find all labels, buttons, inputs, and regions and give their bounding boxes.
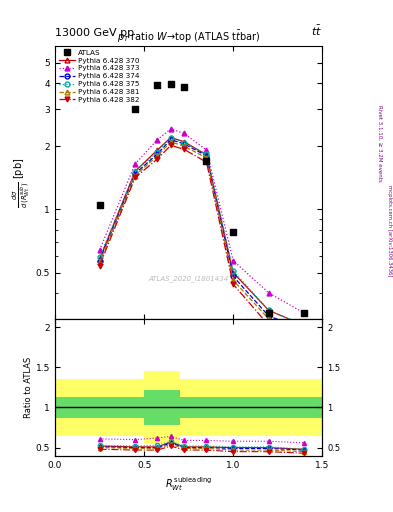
X-axis label: $R_{Wt}^{\,\mathrm{subleading}}$: $R_{Wt}^{\,\mathrm{subleading}}$ <box>165 475 212 493</box>
Point <box>301 309 308 317</box>
Point <box>230 228 236 236</box>
Point <box>203 157 209 165</box>
Point <box>132 105 138 113</box>
Text: mcplots.cern.ch [arXiv:1306.3436]: mcplots.cern.ch [arXiv:1306.3436] <box>387 185 391 276</box>
Point <box>154 81 161 90</box>
Text: 13000 GeV pp: 13000 GeV pp <box>55 28 134 38</box>
Point <box>96 201 103 209</box>
Y-axis label: $\frac{d\sigma}{d\,(R_{Wt}^{sub})}$ [pb]: $\frac{d\sigma}{d\,(R_{Wt}^{sub})}$ [pb] <box>10 157 31 208</box>
Point <box>181 82 187 91</box>
Point <box>168 80 174 88</box>
Point <box>266 309 272 317</box>
Text: Rivet 3.1.10, ≥ 3.2M events: Rivet 3.1.10, ≥ 3.2M events <box>377 105 382 182</box>
Y-axis label: Ratio to ATLAS: Ratio to ATLAS <box>24 357 33 418</box>
Text: ATLAS_2020_I1801434: ATLAS_2020_I1801434 <box>149 275 229 282</box>
Text: $t\bar{t}$: $t\bar{t}$ <box>311 24 322 38</box>
Legend: ATLAS, Pythia 6.428 370, Pythia 6.428 373, Pythia 6.428 374, Pythia 6.428 375, P: ATLAS, Pythia 6.428 370, Pythia 6.428 37… <box>57 48 141 104</box>
Title: $p_T$ ratio $W\!\rightarrow\!$top (ATLAS t$\bar{t}$bar): $p_T$ ratio $W\!\rightarrow\!$top (ATLAS… <box>117 29 261 45</box>
